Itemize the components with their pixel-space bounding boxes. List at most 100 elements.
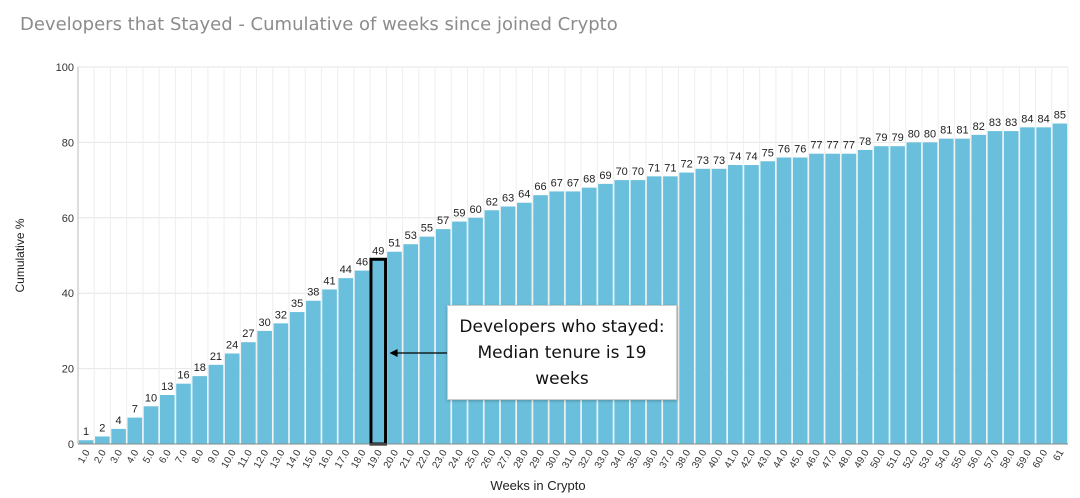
x-tick-label: 42.0: [739, 448, 758, 471]
callout-text: Developers who stayed: Median tenure is …: [459, 316, 665, 389]
data-label: 80: [908, 128, 920, 140]
data-label: 83: [1005, 117, 1017, 129]
x-tick-label: 28.0: [512, 448, 531, 471]
data-labels: 1 247101316182124273032353841444649515355…: [83, 110, 1066, 439]
data-label: 10: [145, 392, 157, 404]
bar: [257, 330, 272, 444]
x-tick-label: 24.0: [447, 448, 466, 471]
bar: [938, 138, 954, 444]
x-tick-label: 35.0: [625, 448, 644, 471]
median-callout: Developers who stayed: Median tenure is …: [447, 305, 677, 400]
x-tick-label: 6.0: [157, 448, 174, 466]
data-label: 49: [372, 245, 384, 257]
x-tick-label: 1.0: [76, 448, 93, 466]
data-label: 51: [388, 238, 400, 250]
x-tick-label: 48.0: [836, 448, 855, 471]
x-tick-label: 16.0: [317, 448, 336, 471]
bar: [987, 131, 1003, 444]
x-tick-label: 31.0: [560, 448, 579, 471]
data-label: 57: [437, 215, 449, 227]
bar: [111, 428, 126, 444]
data-label: 66: [534, 181, 546, 193]
x-tick-label: 23.0: [431, 448, 450, 471]
x-tick-label: 22.0: [414, 448, 433, 471]
chart-title: Developers that Stayed - Cumulative of w…: [20, 14, 618, 35]
data-label: 63: [502, 192, 514, 204]
data-label: 68: [583, 174, 595, 186]
x-tick-label: 61: [1051, 448, 1066, 464]
x-tick-label: 14.0: [284, 448, 303, 471]
bar: [95, 436, 110, 444]
bar: [971, 134, 987, 445]
data-label: 70: [616, 166, 628, 178]
x-tick-label: 60.0: [1031, 448, 1050, 471]
bar: [874, 146, 889, 445]
x-tick-label: 49.0: [852, 448, 871, 471]
x-tick-label: 25.0: [463, 448, 482, 471]
data-label: 53: [405, 230, 417, 242]
data-label: 84: [1038, 113, 1050, 125]
x-tick-label: 29.0: [528, 448, 547, 471]
data-label: 44: [340, 264, 352, 276]
x-tick-label: 46.0: [804, 448, 823, 471]
data-label: 79: [875, 132, 887, 144]
y-axis-title: Cumulative %: [13, 218, 27, 292]
data-label: 73: [713, 155, 725, 167]
bar: [208, 364, 224, 444]
data-label: 81: [956, 125, 968, 137]
bar: [955, 138, 970, 444]
bar: [857, 149, 873, 444]
x-tick-label: 56.0: [966, 448, 985, 471]
arrow-head: [389, 349, 398, 357]
data-label: 69: [599, 170, 611, 182]
data-label: 1: [83, 426, 89, 438]
bar: [273, 323, 289, 444]
x-tick-label: 36.0: [641, 448, 660, 471]
y-tick-label: 40: [62, 288, 74, 300]
bar: [727, 165, 743, 444]
x-tick-label: 5.0: [141, 448, 158, 466]
bar: [338, 278, 354, 444]
x-tick-label: 53.0: [917, 448, 936, 471]
data-label: 71: [648, 162, 660, 174]
data-label: 62: [486, 196, 498, 208]
data-label: 30: [259, 317, 271, 329]
x-tick-label: 39.0: [690, 448, 709, 471]
bar: [1020, 127, 1035, 444]
data-label: 35: [291, 298, 303, 310]
x-tick-label: 51.0: [885, 448, 904, 471]
x-tick-label: 11.0: [236, 448, 255, 470]
y-tick-label: 60: [62, 213, 74, 225]
bar: [306, 300, 321, 444]
x-tick-label: 32.0: [577, 448, 596, 471]
data-label: 73: [697, 155, 709, 167]
x-tick-label: 55.0: [950, 448, 969, 471]
bar: [679, 172, 694, 444]
bar: [419, 236, 435, 444]
x-tick-label: 12.0: [252, 448, 271, 471]
x-tick-label: 2.0: [92, 448, 109, 466]
data-label: 24: [226, 340, 238, 352]
data-label: 85: [1054, 110, 1066, 122]
x-tick-label: 50.0: [869, 448, 888, 471]
x-tick-label: 41.0: [723, 448, 742, 471]
x-tick-label: 13.0: [268, 448, 287, 471]
x-tick-label: 37.0: [658, 448, 677, 471]
data-label: 83: [989, 117, 1001, 129]
y-tick-label: 80: [62, 137, 74, 149]
x-tick-label: 47.0: [820, 448, 839, 471]
data-label: 7: [132, 404, 138, 416]
data-label: 84: [1021, 113, 1033, 125]
bar: [760, 161, 776, 444]
bar: [792, 157, 808, 445]
data-label: 21: [210, 351, 222, 363]
x-tick-label: 44.0: [771, 448, 790, 471]
x-tick-label: 4.0: [125, 448, 142, 466]
x-tick-label: 18.0: [349, 448, 368, 471]
y-tick-label: 20: [62, 364, 74, 376]
x-tick-label: 15.0: [301, 448, 320, 471]
callout-arrow: [389, 349, 447, 357]
x-tick-label: 19.0: [366, 448, 385, 471]
data-label: 55: [421, 223, 433, 235]
